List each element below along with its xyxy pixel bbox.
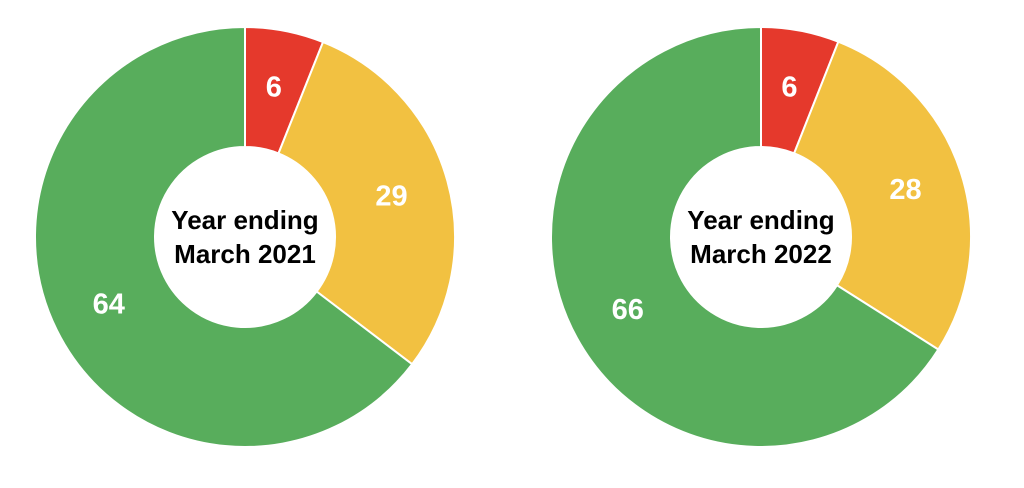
value-label: 64 [93, 288, 125, 320]
center-title: Year ending March 2021 [171, 205, 319, 269]
donut-segment [550, 25, 940, 448]
value-label: 66 [612, 294, 644, 326]
value-label: 28 [889, 174, 921, 206]
donut-segment [792, 40, 972, 351]
donut-segment [34, 25, 414, 448]
value-label: 6 [781, 72, 797, 104]
donut-segment [277, 40, 456, 366]
value-label: 6 [266, 72, 282, 104]
center-title: Year ending March 2022 [687, 205, 835, 269]
value-label: 29 [375, 180, 407, 212]
